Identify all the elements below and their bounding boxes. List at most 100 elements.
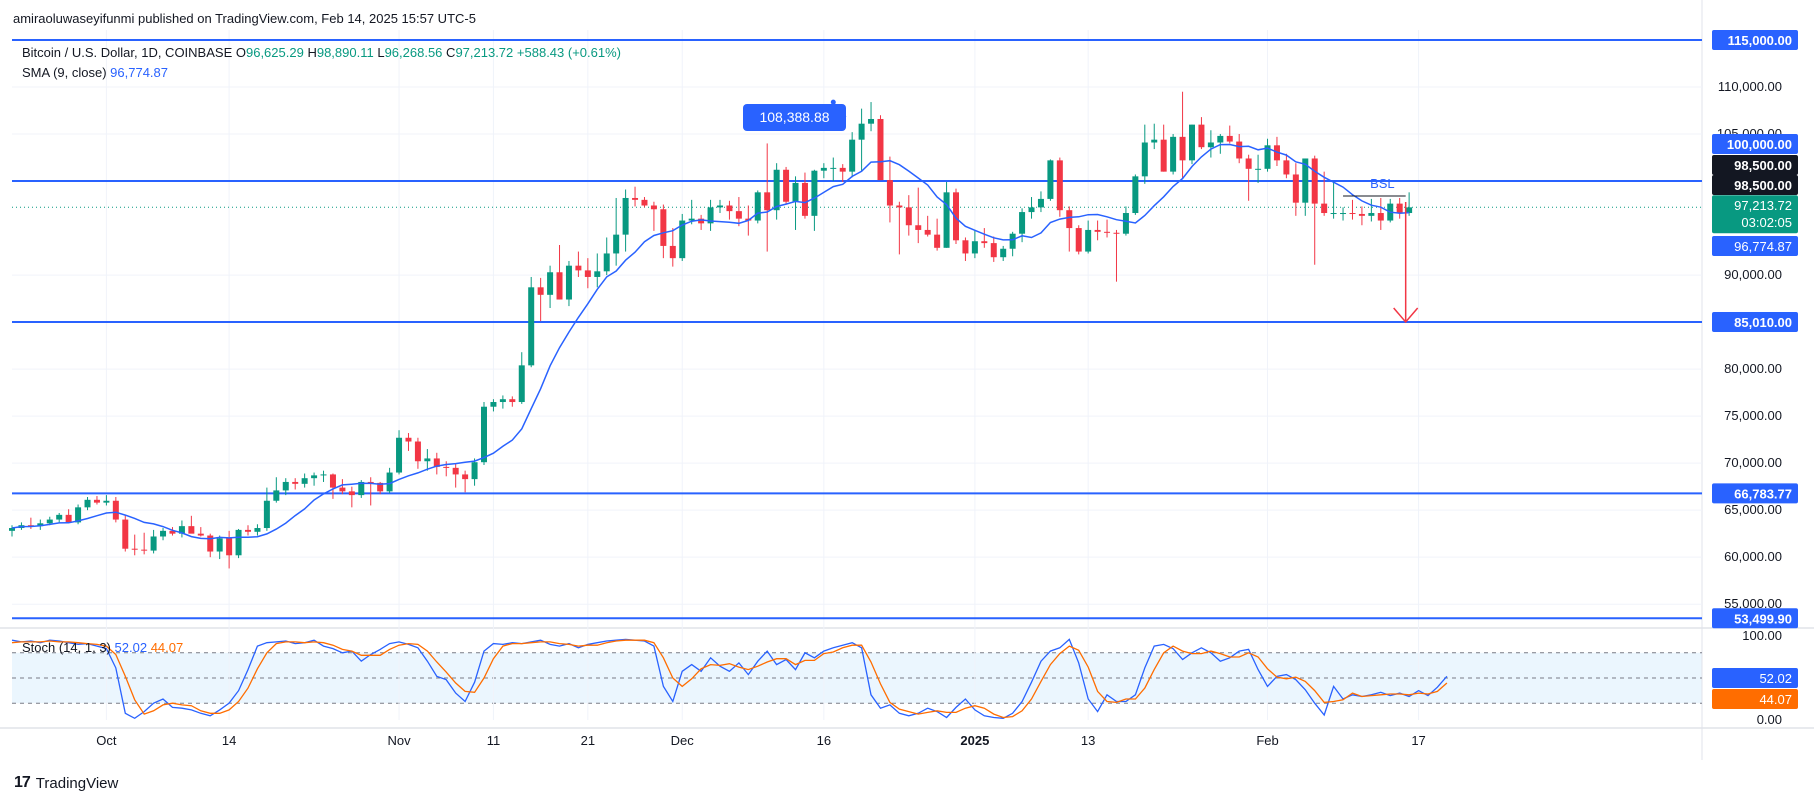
stoch-band <box>12 652 1702 704</box>
level-tag-0 <box>1712 30 1798 50</box>
candle <box>1104 231 1111 233</box>
candle <box>556 272 563 300</box>
candle <box>1245 158 1252 169</box>
candle <box>311 475 318 479</box>
stoch-legend[interactable]: Stoch (14, 1, 3) 52.02 44.07 <box>22 640 183 655</box>
candle <box>641 199 648 206</box>
level-tag-label-3: 98,500.00 <box>1734 178 1792 193</box>
candle <box>245 529 251 532</box>
sma-line <box>11 143 1410 540</box>
level-tag-label-2: 98,500.00 <box>1734 158 1792 173</box>
candle <box>518 365 525 403</box>
candle <box>905 207 912 226</box>
level-tag-6 <box>1712 608 1798 629</box>
candle <box>547 272 554 295</box>
candle <box>688 218 695 221</box>
candle <box>160 530 167 537</box>
price-tag <box>1712 195 1798 234</box>
symbol-name[interactable]: Bitcoin / U.S. Dollar, 1D, COINBASE <box>22 45 233 60</box>
candle <box>197 533 204 536</box>
candle <box>1066 210 1073 229</box>
candle <box>783 169 790 202</box>
sma-legend[interactable]: SMA (9, close) 96,774.87 <box>22 65 168 80</box>
bsl-label: BSL <box>1370 176 1395 191</box>
candle <box>433 458 440 467</box>
candle <box>669 245 676 259</box>
candle <box>953 192 959 241</box>
peak-callout-box <box>743 104 846 131</box>
stoch-k-line <box>11 638 1448 720</box>
candle <box>1132 176 1139 214</box>
candle <box>320 474 327 476</box>
candle <box>717 205 723 208</box>
candle <box>282 481 289 491</box>
y-tick-label-5: 70,000.00 <box>1724 455 1782 470</box>
candle <box>934 234 941 248</box>
candle <box>131 548 138 550</box>
candle <box>1085 229 1092 252</box>
candle <box>1349 213 1356 215</box>
candle <box>490 402 497 407</box>
candle <box>575 265 582 271</box>
candle <box>1292 174 1299 203</box>
level-tag-label-6: 53,499.90 <box>1734 611 1792 626</box>
level-tag-3 <box>1712 175 1798 195</box>
x-tick-label-7: 2025 <box>960 733 989 748</box>
candle <box>858 123 865 140</box>
candle <box>1170 136 1177 172</box>
peak-callout-label: 108,388.88 <box>759 109 829 125</box>
candle <box>396 437 403 473</box>
candle <box>414 441 421 462</box>
x-tick-label-5: Dec <box>671 733 695 748</box>
candle <box>103 500 110 503</box>
stoch-axis-label: 0.00 <box>1757 712 1782 727</box>
candle <box>1406 207 1413 214</box>
candle <box>1311 158 1318 204</box>
y-tick-label-4: 75,000.00 <box>1724 408 1782 423</box>
symbol-legend: Bitcoin / U.S. Dollar, 1D, COINBASE O96,… <box>22 45 621 60</box>
x-tick-label-1: 14 <box>222 733 236 748</box>
candle <box>981 241 988 244</box>
candle <box>1302 158 1309 203</box>
candle <box>679 220 686 259</box>
sma-tag-label: 96,774.87 <box>1734 239 1792 254</box>
close-value: 97,213.72 <box>455 45 514 60</box>
y-tick-label-3: 80,000.00 <box>1724 361 1782 376</box>
candle <box>93 499 100 503</box>
candle <box>537 287 544 295</box>
candle <box>178 526 185 534</box>
candle <box>1283 160 1290 175</box>
candle <box>1321 203 1328 214</box>
candle <box>1255 168 1262 170</box>
candle <box>971 241 978 254</box>
candle <box>990 243 997 258</box>
stoch-d-value: 44.07 <box>150 640 184 655</box>
candle <box>46 519 53 524</box>
candle <box>367 481 374 483</box>
candle <box>1368 213 1375 216</box>
tradingview-footer[interactable]: 17 TradingView <box>14 774 118 792</box>
candle <box>650 205 657 210</box>
candle <box>188 526 195 534</box>
stoch-axis-label: 100.00 <box>1742 628 1782 643</box>
candle <box>1075 228 1082 252</box>
candle <box>613 234 620 254</box>
candle <box>216 538 223 552</box>
candle <box>1094 229 1101 232</box>
candle <box>471 462 478 480</box>
candle <box>1028 207 1035 213</box>
candle <box>27 525 34 527</box>
candle <box>481 406 487 463</box>
sma-tag <box>1712 236 1798 256</box>
candle <box>565 265 572 300</box>
candle <box>254 528 261 532</box>
candle <box>915 225 922 230</box>
candle <box>1396 203 1403 214</box>
sma-label: SMA (9, close) <box>22 65 107 80</box>
candle <box>405 437 412 442</box>
open-value: 96,625.29 <box>245 45 304 60</box>
y-tick-label-2: 90,000.00 <box>1724 267 1782 282</box>
candle <box>896 205 903 208</box>
candle <box>235 529 242 556</box>
